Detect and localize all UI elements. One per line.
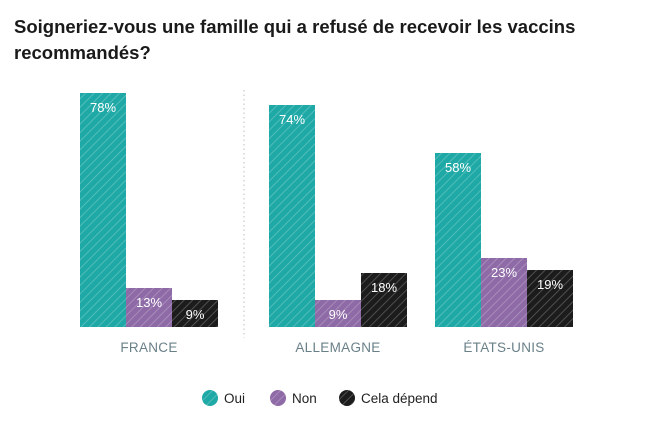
chart-title: Soigneriez-vous une famille qui a refusé…: [14, 16, 576, 63]
bar-hatch-allemagne-non: [315, 300, 361, 327]
legend-swatch-hatch-cela-depend: [339, 390, 355, 406]
legend-swatch-hatch-oui: [202, 390, 218, 406]
data-label-etats-unis-oui: 58%: [445, 160, 471, 175]
legend-label-oui: Oui: [224, 391, 245, 406]
data-label-allemagne-cela-depend: 18%: [371, 280, 397, 295]
bar-hatch-france-cela-depend: [172, 300, 218, 327]
category-label-allemagne: ALLEMAGNE: [295, 340, 380, 355]
data-label-allemagne-oui: 74%: [279, 112, 305, 127]
legend-swatch-hatch-non: [270, 390, 286, 406]
data-label-france-non: 13%: [136, 295, 162, 310]
data-label-etats-unis-non: 23%: [491, 265, 517, 280]
bar-hatch-etats-unis-cela-depend: [527, 270, 573, 327]
bar-hatch-etats-unis-non: [481, 258, 527, 327]
category-label-france: FRANCE: [120, 340, 177, 355]
bar-hatch-allemagne-cela-depend: [361, 273, 407, 327]
legend-label-non: Non: [292, 391, 317, 406]
data-label-etats-unis-cela-depend: 19%: [537, 277, 563, 292]
category-label-etats-unis: ÉTATS-UNIS: [463, 340, 544, 355]
data-label-france-oui: 78%: [90, 100, 116, 115]
bar-hatch-allemagne-oui: [269, 105, 315, 327]
legend-label-cela-depend: Cela dépend: [361, 391, 438, 406]
bar-hatch-france-oui: [80, 93, 126, 327]
data-label-allemagne-non: 9%: [329, 307, 348, 322]
data-label-france-cela-depend: 9%: [186, 307, 205, 322]
bar-hatch-etats-unis-oui: [435, 153, 481, 327]
bar-hatch-france-non: [126, 288, 172, 327]
